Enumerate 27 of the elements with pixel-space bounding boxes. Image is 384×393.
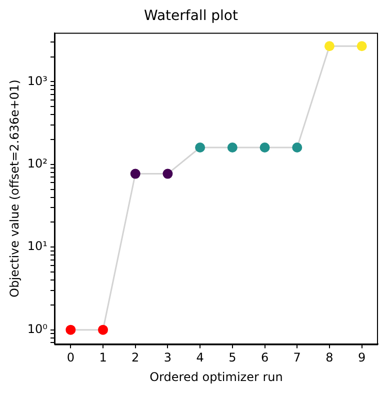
- y-tick-label: 10⁰: [27, 322, 48, 336]
- point: [162, 168, 173, 179]
- point: [292, 142, 302, 153]
- x-tick-label: 3: [164, 350, 172, 365]
- point: [260, 142, 270, 153]
- point: [227, 142, 238, 153]
- x-tick-label: 0: [66, 350, 74, 365]
- x-axis-title: Ordered optimizer run: [150, 370, 283, 384]
- x-tick-label: 5: [228, 350, 236, 365]
- point: [356, 41, 367, 52]
- y-tick-label: 10¹: [27, 239, 48, 254]
- y-axis-title: Objective value (offset=2.636e+01): [7, 80, 22, 298]
- chart-title: Waterfall plot: [144, 8, 238, 24]
- x-tick-label: 4: [196, 350, 204, 365]
- y-tick-label: 10²: [27, 156, 48, 171]
- x-tick-label: 1: [99, 350, 107, 365]
- x-tick-label: 7: [293, 350, 301, 365]
- point: [130, 168, 140, 179]
- point: [98, 324, 108, 335]
- x-tick-label: 6: [260, 350, 269, 365]
- point: [195, 142, 206, 153]
- x-tick-label: 2: [132, 350, 140, 365]
- x-tick-label: 8: [326, 350, 334, 365]
- x-tick-label: 9: [358, 350, 366, 365]
- y-tick-label: 10³: [27, 74, 48, 88]
- point: [66, 324, 76, 335]
- point: [324, 41, 334, 52]
